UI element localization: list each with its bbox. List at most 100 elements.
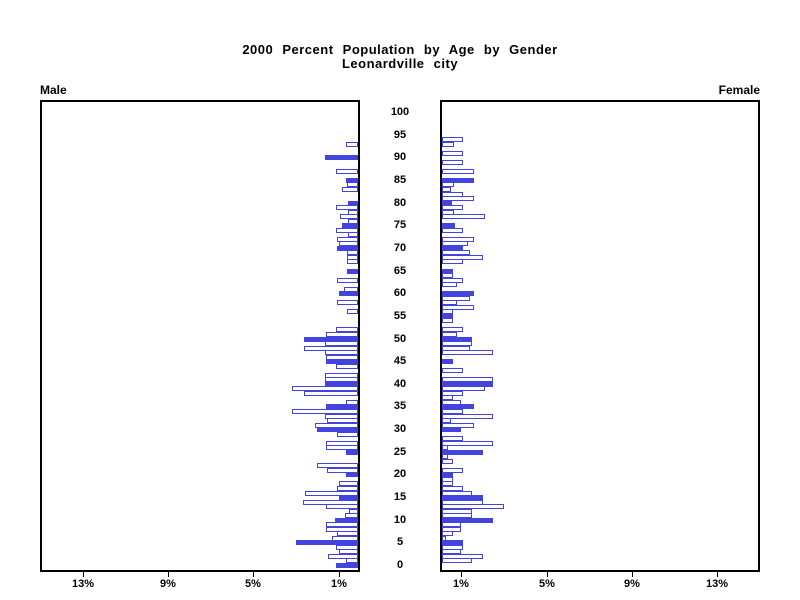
female-bar-age-94 [442, 137, 463, 142]
male-bar-age-83 [342, 187, 358, 192]
male-bar-age-79 [336, 205, 358, 210]
male-bar-age-44 [336, 364, 358, 369]
male-bar-age-63 [337, 278, 358, 283]
male-bar-age-31 [315, 423, 358, 428]
male-tick-mark-5% [253, 572, 254, 577]
male-bar-age-17 [337, 486, 358, 491]
female-bar-age-34 [442, 409, 463, 414]
chart-subtitle: Leonardville city [341, 56, 459, 71]
male-bar-age-40 [325, 382, 358, 387]
age-tick-label-90: 90 [393, 151, 407, 163]
chart-title: 2000 Percent Population by Age by Gender [242, 42, 558, 57]
male-bar-age-36 [346, 400, 358, 405]
female-bar-age-52 [442, 327, 463, 332]
male-bar-age-65 [347, 269, 358, 274]
female-tick-mark-1% [461, 572, 462, 577]
female-bar-age-48 [442, 346, 470, 351]
male-bar-age-8 [326, 527, 358, 532]
female-bar-age-4 [442, 545, 463, 550]
age-tick-label-75: 75 [393, 219, 407, 231]
age-tick-label-85: 85 [393, 174, 407, 186]
female-bar-age-80 [442, 201, 452, 206]
female-bar-age-36 [442, 400, 461, 405]
male-bar-age-4 [336, 545, 358, 550]
male-bar-age-50 [304, 337, 358, 342]
age-tick-label-20: 20 [393, 468, 407, 480]
female-tick-label-13%: 13% [705, 578, 729, 590]
male-bar-age-34 [292, 409, 358, 414]
male-bar-age-42 [325, 373, 358, 378]
male-bar-age-35 [326, 404, 358, 409]
age-tick-label-80: 80 [393, 197, 407, 209]
female-bar-age-55 [442, 314, 453, 319]
male-bar-age-80 [348, 201, 358, 206]
female-bar-age-17 [442, 486, 463, 491]
male-bar-age-29 [337, 432, 358, 437]
female-bar-age-2 [442, 554, 483, 559]
male-bar-age-76 [348, 219, 358, 224]
female-bar-age-5 [442, 540, 463, 545]
female-bar-age-28 [442, 436, 463, 441]
female-bar-age-82 [442, 192, 463, 197]
male-bar-age-27 [326, 441, 358, 446]
female-bar-age-83 [442, 187, 451, 192]
female-bar-age-63 [442, 278, 463, 283]
female-tick-mark-13% [717, 572, 718, 577]
female-bar-age-45 [442, 359, 453, 364]
male-tick-mark-1% [339, 572, 340, 577]
female-bar-age-85 [442, 178, 474, 183]
male-bar-age-48 [304, 346, 358, 351]
male-bar-age-58 [337, 300, 358, 305]
female-bar-age-12 [442, 509, 472, 514]
male-bar-age-78 [348, 210, 358, 215]
male-bar-age-87 [336, 169, 358, 174]
male-bar-age-5 [296, 540, 358, 545]
female-bar-age-93 [442, 142, 454, 147]
age-tick-label-95: 95 [393, 129, 407, 141]
male-panel-label: Male [40, 83, 67, 97]
male-tick-mark-9% [168, 572, 169, 577]
female-bar-age-60 [442, 291, 474, 296]
male-tick-label-13%: 13% [71, 578, 95, 590]
female-bar-age-70 [442, 246, 463, 251]
female-bar-age-43 [442, 368, 463, 373]
male-bar-age-52 [336, 327, 358, 332]
age-tick-label-25: 25 [393, 446, 407, 458]
female-bar-age-41 [442, 377, 493, 382]
female-bar-age-27 [442, 441, 493, 446]
male-bar-age-25 [346, 450, 358, 455]
age-tick-label-45: 45 [393, 355, 407, 367]
female-bar-age-33 [442, 414, 493, 419]
age-tick-label-65: 65 [393, 265, 407, 277]
female-bar-age-89 [442, 160, 463, 165]
female-tick-label-9%: 9% [624, 578, 640, 590]
male-bar-age-16 [305, 491, 358, 496]
female-bar-age-6 [442, 536, 446, 541]
male-bar-age-33 [325, 414, 358, 419]
age-tick-label-70: 70 [393, 242, 407, 254]
male-bar-age-74 [336, 228, 358, 233]
male-bar-age-56 [347, 309, 358, 314]
age-tick-label-30: 30 [393, 423, 407, 435]
female-bar-age-31 [442, 423, 474, 428]
female-tick-label-5%: 5% [539, 578, 555, 590]
female-tick-label-1%: 1% [453, 578, 469, 590]
male-bar-age-21 [327, 468, 358, 473]
female-bar-age-25 [442, 450, 483, 455]
male-bar-age-51 [326, 332, 358, 337]
age-tick-label-5: 5 [396, 536, 404, 548]
female-bar-age-21 [442, 468, 463, 473]
male-bar-age-72 [337, 237, 358, 242]
female-bar-age-38 [442, 391, 463, 396]
female-bar-age-65 [442, 269, 453, 274]
female-tick-mark-5% [547, 572, 548, 577]
female-bar-age-77 [442, 214, 485, 219]
age-tick-label-55: 55 [393, 310, 407, 322]
age-tick-label-60: 60 [393, 287, 407, 299]
male-bar-age-85 [346, 178, 358, 183]
male-bar-age-90 [325, 155, 358, 160]
age-tick-label-10: 10 [393, 514, 407, 526]
female-bar-age-19 [442, 477, 453, 482]
female-bar-age-87 [442, 169, 474, 174]
